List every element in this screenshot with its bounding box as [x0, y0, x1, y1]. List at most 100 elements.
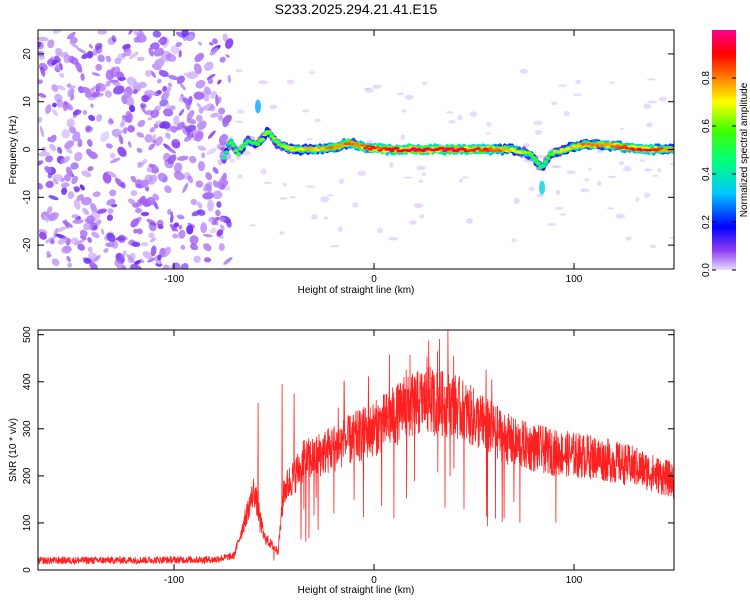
undefined [71, 214, 79, 219]
faint-blob [537, 155, 546, 159]
faint-blob [352, 202, 359, 208]
undefined [184, 135, 192, 142]
undefined [52, 174, 63, 182]
faint-blob [652, 174, 659, 177]
faint-blob [404, 94, 414, 100]
faint-blob [241, 150, 251, 156]
undefined [38, 41, 42, 48]
faint-blob [263, 181, 272, 184]
undefined [61, 187, 68, 195]
undefined [216, 229, 224, 237]
y-tick-label: 200 [22, 467, 33, 484]
undefined [219, 224, 225, 231]
undefined [176, 214, 185, 220]
undefined [51, 258, 60, 267]
undefined [140, 103, 147, 108]
undefined [57, 85, 66, 91]
undefined [70, 57, 79, 65]
colorbar-tick-label: 0.2 [701, 215, 712, 229]
faint-blob [644, 168, 653, 172]
undefined [215, 209, 221, 217]
ridge-cell [267, 130, 273, 133]
undefined [122, 43, 131, 50]
undefined [157, 254, 162, 261]
faint-blob [625, 236, 632, 241]
undefined [127, 141, 132, 148]
undefined [53, 227, 58, 240]
ridge-cell [526, 151, 532, 154]
faint-blob [551, 101, 558, 105]
undefined [202, 90, 209, 102]
undefined [107, 171, 118, 178]
undefined [179, 82, 186, 91]
undefined [163, 108, 174, 117]
ridge-cell [622, 144, 628, 148]
undefined [209, 91, 218, 99]
faint-blob [643, 103, 651, 110]
ridge-cell [365, 145, 371, 148]
faint-blob [466, 218, 474, 224]
undefined [89, 262, 98, 269]
spectrogram-x-axis-label: Height of straight line (km) [298, 285, 415, 296]
undefined [150, 70, 156, 78]
undefined [45, 104, 52, 115]
colorbar-tick-label: 0.6 [701, 119, 712, 133]
undefined [147, 196, 156, 205]
undefined [130, 218, 140, 228]
undefined [209, 47, 219, 56]
undefined [60, 156, 71, 164]
colorbar-label: Normalized spectral amplitude [739, 82, 750, 217]
undefined [207, 78, 214, 85]
undefined [69, 126, 77, 134]
ridge-cell [238, 147, 244, 151]
undefined [157, 172, 168, 183]
undefined [148, 221, 157, 232]
undefined [136, 132, 145, 138]
undefined [39, 125, 45, 138]
undefined [67, 191, 74, 199]
x-tick-label: 100 [566, 575, 583, 586]
faint-blob [409, 220, 417, 225]
undefined [142, 251, 153, 260]
undefined [165, 53, 177, 62]
undefined [193, 63, 202, 75]
undefined [154, 136, 163, 147]
undefined [96, 208, 107, 214]
undefined [186, 109, 195, 121]
undefined [198, 107, 204, 114]
undefined [60, 182, 70, 188]
faint-blob [587, 168, 593, 171]
faint-blob [566, 170, 576, 175]
undefined [218, 133, 229, 146]
faint-blob [657, 168, 662, 173]
x-tick-label: 0 [371, 575, 377, 586]
faint-blob [260, 168, 267, 175]
y-tick-label: 20 [22, 48, 33, 60]
y-tick-label: 100 [22, 514, 33, 531]
undefined [225, 38, 234, 49]
faint-blob [646, 78, 656, 81]
undefined [189, 155, 197, 164]
faint-blob [647, 100, 658, 104]
undefined [77, 48, 87, 54]
faint-blob [533, 120, 543, 126]
undefined [222, 33, 229, 42]
faint-blob [357, 170, 367, 176]
undefined [189, 235, 199, 245]
undefined [217, 79, 222, 85]
undefined [120, 181, 126, 189]
undefined [62, 104, 71, 110]
faint-blob [330, 245, 340, 248]
faint-blob [286, 79, 295, 85]
ridge-cell [375, 146, 381, 149]
undefined [152, 30, 162, 38]
undefined [97, 54, 105, 63]
undefined [227, 74, 232, 83]
faint-blob [309, 71, 315, 75]
faint-blob [289, 196, 296, 199]
undefined [96, 114, 103, 122]
undefined [166, 86, 172, 92]
undefined [193, 91, 205, 100]
undefined [123, 127, 128, 134]
faint-blob [389, 162, 394, 168]
